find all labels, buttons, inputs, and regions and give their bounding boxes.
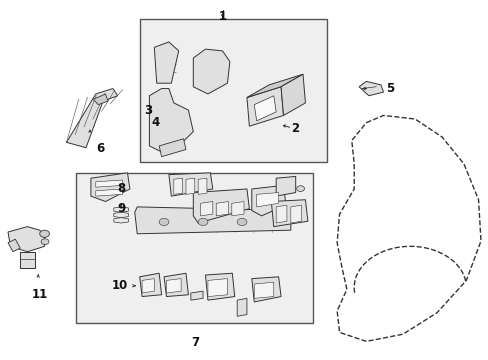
- Polygon shape: [251, 185, 285, 216]
- Polygon shape: [166, 279, 181, 293]
- Text: 5: 5: [385, 82, 393, 95]
- Bar: [140, 19, 327, 162]
- Text: 2: 2: [290, 122, 298, 135]
- Polygon shape: [149, 89, 193, 153]
- Polygon shape: [154, 42, 178, 83]
- Polygon shape: [135, 207, 290, 234]
- Polygon shape: [276, 176, 295, 196]
- Polygon shape: [93, 94, 108, 105]
- Circle shape: [198, 219, 207, 226]
- Polygon shape: [358, 81, 383, 96]
- Polygon shape: [193, 49, 229, 94]
- Polygon shape: [216, 202, 228, 216]
- Polygon shape: [290, 205, 301, 223]
- Circle shape: [237, 219, 246, 226]
- Polygon shape: [142, 279, 154, 293]
- Polygon shape: [251, 277, 281, 302]
- Polygon shape: [276, 205, 286, 223]
- Polygon shape: [200, 202, 212, 216]
- Circle shape: [40, 230, 49, 237]
- Text: 11: 11: [32, 288, 48, 301]
- Polygon shape: [231, 202, 244, 216]
- Polygon shape: [254, 282, 273, 298]
- Polygon shape: [254, 96, 276, 121]
- Circle shape: [41, 239, 49, 244]
- Text: 8: 8: [118, 183, 126, 195]
- Circle shape: [159, 219, 168, 226]
- Polygon shape: [198, 178, 206, 194]
- Polygon shape: [66, 89, 118, 148]
- Polygon shape: [168, 173, 212, 196]
- Polygon shape: [96, 180, 122, 187]
- Bar: [76, 173, 312, 323]
- Polygon shape: [185, 178, 194, 194]
- Polygon shape: [114, 218, 128, 223]
- Polygon shape: [96, 189, 122, 196]
- Polygon shape: [20, 252, 35, 268]
- Polygon shape: [207, 279, 227, 297]
- Polygon shape: [140, 273, 161, 297]
- Polygon shape: [114, 212, 128, 218]
- Text: 10: 10: [112, 279, 128, 292]
- Polygon shape: [246, 87, 283, 126]
- Polygon shape: [237, 298, 246, 316]
- Polygon shape: [159, 139, 185, 157]
- Polygon shape: [281, 74, 305, 116]
- Text: 3: 3: [144, 104, 152, 117]
- Circle shape: [296, 186, 304, 192]
- Polygon shape: [173, 178, 182, 194]
- Polygon shape: [190, 291, 203, 300]
- Polygon shape: [256, 193, 278, 207]
- Polygon shape: [114, 207, 128, 212]
- Polygon shape: [246, 74, 303, 98]
- Text: 7: 7: [191, 336, 200, 349]
- Text: 1: 1: [218, 10, 226, 23]
- Text: 9: 9: [118, 202, 126, 215]
- Polygon shape: [8, 239, 20, 252]
- Text: 4: 4: [152, 116, 160, 129]
- Text: 6: 6: [96, 142, 104, 156]
- Polygon shape: [91, 173, 130, 202]
- Polygon shape: [8, 226, 44, 252]
- Polygon shape: [205, 273, 234, 300]
- Polygon shape: [193, 189, 249, 223]
- Polygon shape: [271, 200, 307, 226]
- Polygon shape: [163, 273, 188, 297]
